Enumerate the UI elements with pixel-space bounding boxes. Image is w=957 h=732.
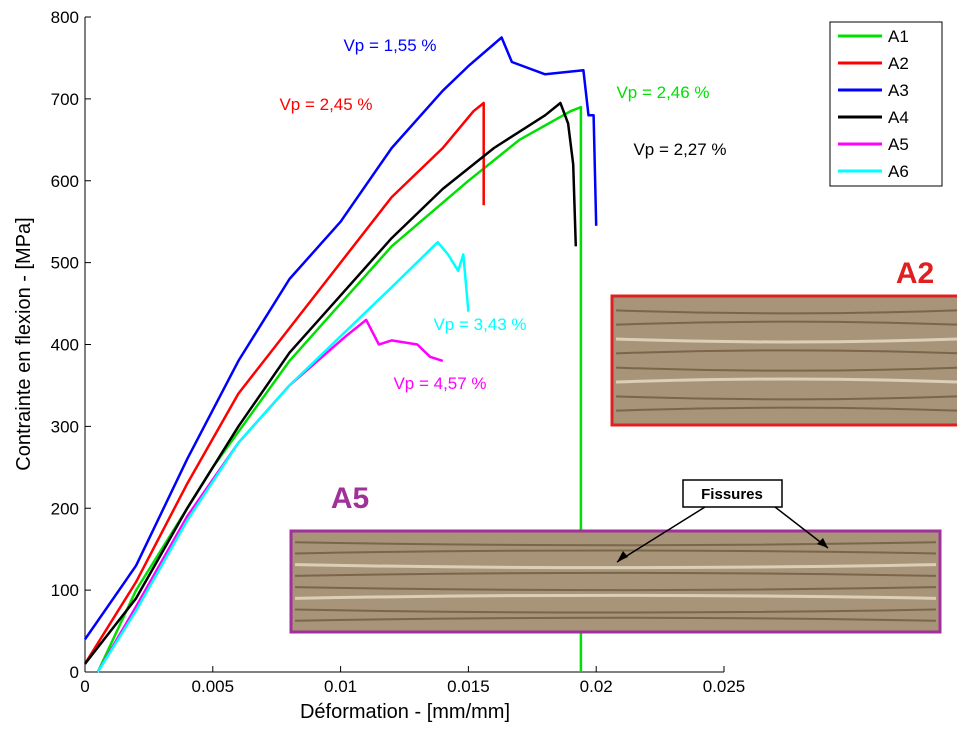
photo-texture [294, 593, 937, 600]
inset-photo [289, 529, 942, 634]
x-tick-label: 0 [80, 677, 89, 696]
x-tick-label: 0.005 [192, 677, 235, 696]
photo-texture [294, 586, 937, 592]
x-tick-label: 0.01 [324, 677, 357, 696]
y-tick-label: 200 [51, 499, 79, 518]
photo-texture [615, 337, 957, 344]
arrow [616, 506, 706, 563]
inset-label: A2 [896, 257, 934, 290]
y-tick-label: 700 [51, 90, 79, 109]
photo-texture [615, 377, 957, 384]
annotation: Vp = 2,27 % [633, 140, 726, 159]
legend-label: A4 [888, 108, 909, 127]
photo-texture [615, 395, 957, 401]
legend-box [829, 21, 943, 187]
x-axis-label: Déformation - [mm/mm] [300, 701, 510, 723]
photo-texture [615, 366, 957, 372]
annotation: Vp = 2,46 % [616, 83, 709, 102]
photo-texture [615, 309, 957, 315]
callout-box [682, 479, 783, 508]
legend-label: A1 [888, 27, 909, 46]
x-tick-label: 0.015 [447, 677, 490, 696]
y-tick-label: 400 [51, 336, 79, 355]
photo-texture [615, 320, 957, 326]
arrow-head [817, 538, 828, 548]
y-tick-label: 500 [51, 254, 79, 273]
photo-texture [294, 549, 937, 555]
photo-texture [615, 406, 957, 412]
photo-texture [615, 349, 957, 355]
inset-label: A5 [331, 482, 369, 515]
photo-texture [294, 571, 937, 577]
series-line [96, 318, 444, 673]
legend-label: A3 [888, 81, 909, 100]
photo-texture [294, 563, 937, 570]
y-axis-label: Contrainte en flexion - [MPa] [13, 217, 35, 470]
photo-texture [294, 541, 937, 547]
arrow [774, 506, 829, 549]
legend-label: A6 [888, 162, 909, 181]
annotation: Vp = 2,45 % [279, 95, 372, 114]
y-tick-label: 100 [51, 581, 79, 600]
series-line [83, 101, 485, 665]
y-tick-label: 0 [70, 663, 79, 682]
series-line [83, 36, 598, 641]
y-tick-label: 600 [51, 172, 79, 191]
photo-texture [294, 608, 937, 614]
callout-text: Fissures [701, 486, 763, 503]
photo-texture [294, 616, 937, 622]
annotation: Vp = 3,43 % [433, 315, 526, 334]
series-line [96, 240, 470, 673]
legend-label: A2 [888, 54, 909, 73]
arrow-head [617, 551, 628, 562]
y-tick-label: 300 [51, 417, 79, 436]
inset-photo [610, 294, 957, 427]
y-tick-label: 800 [51, 8, 79, 27]
annotation: Vp = 1,55 % [343, 36, 436, 55]
legend-label: A5 [888, 135, 909, 154]
series-line [84, 101, 578, 665]
x-tick-label: 0.02 [580, 677, 613, 696]
annotation: Vp = 4,57 % [393, 374, 486, 393]
x-tick-label: 0.025 [703, 677, 746, 696]
